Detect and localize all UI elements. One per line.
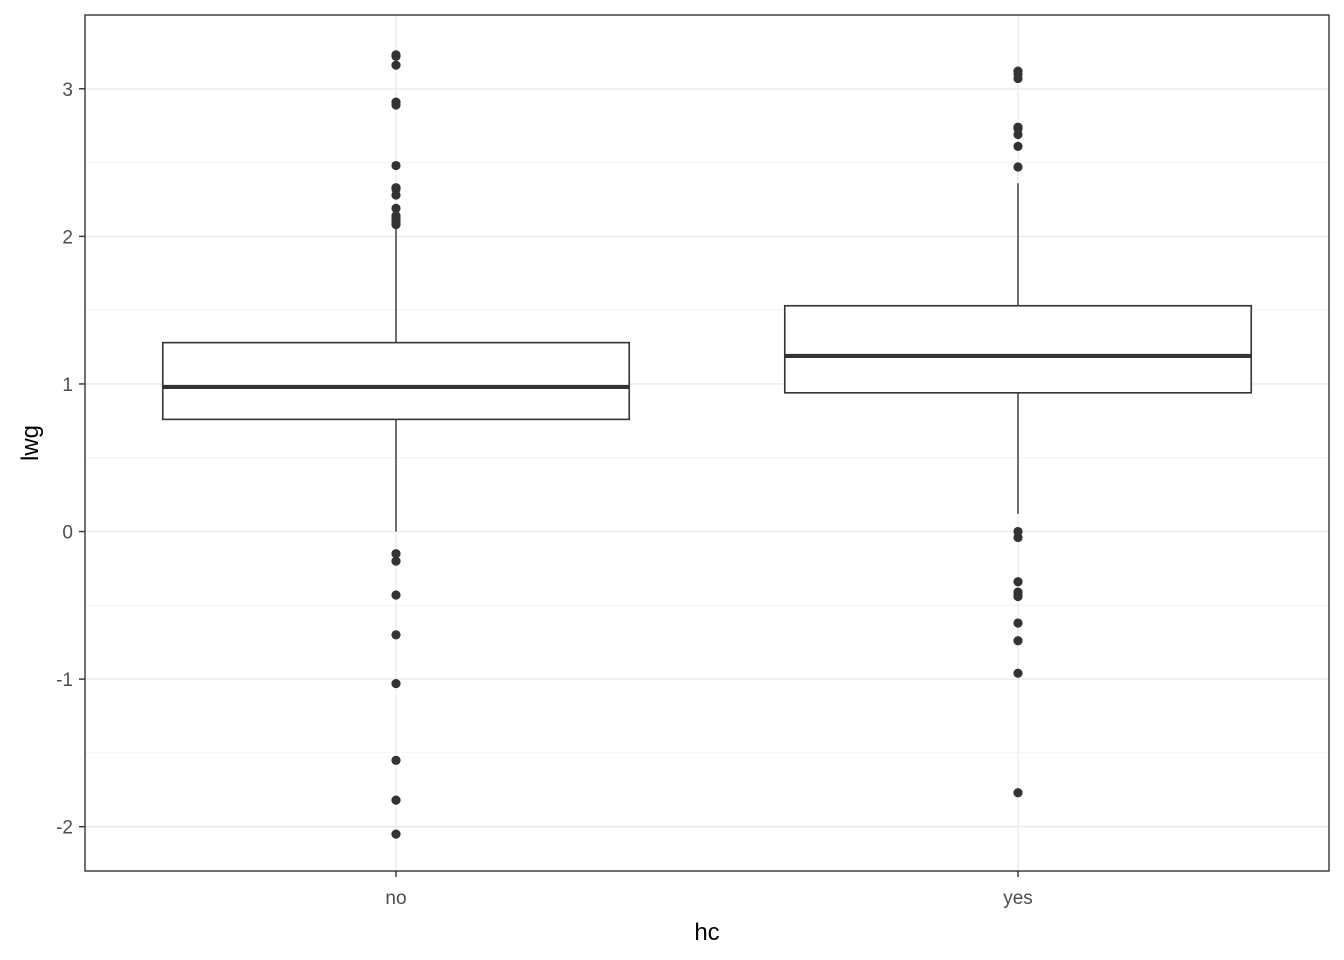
outlier-point [391, 678, 401, 689]
outlier-point [1013, 141, 1023, 151]
outlier-point [391, 51, 401, 61]
y-axis-title: lwg [17, 425, 44, 461]
outlier-point [1013, 618, 1023, 628]
outlier-point [1013, 788, 1023, 798]
x-axis-title: hc [694, 919, 719, 946]
outlier-point [1013, 129, 1023, 140]
box-no [161, 50, 631, 839]
panel-border [84, 14, 1330, 872]
outlier-point [391, 829, 401, 839]
x-tick-label: no [385, 888, 406, 909]
outlier-point [391, 219, 401, 230]
outlier-point [391, 590, 401, 600]
outlier-point [1013, 162, 1023, 172]
outlier-point [391, 203, 401, 213]
plot-background [85, 15, 1329, 871]
outlier-point [391, 60, 401, 70]
outlier-point [391, 795, 401, 805]
outlier-point [1013, 532, 1023, 543]
box-yes [783, 66, 1253, 798]
y-tick-label: -2 [56, 818, 73, 839]
outlier-point [391, 755, 401, 765]
outlier-point [1013, 577, 1023, 587]
axes-group: -2 -1 0 1 2 3 no yes [56, 80, 1033, 909]
outlier-point [391, 160, 401, 171]
y-tick-label: 3 [62, 80, 73, 101]
outlier-point [391, 549, 401, 559]
outlier-point [1013, 636, 1023, 646]
outlier-point [391, 556, 401, 566]
y-tick-label: 0 [62, 523, 73, 544]
y-tick-label: 1 [62, 375, 73, 396]
outlier-point [391, 100, 401, 110]
outlier-point [1013, 668, 1023, 678]
outlier-point [1013, 591, 1023, 602]
x-tick-label: yes [1003, 888, 1033, 909]
y-tick-label: 2 [62, 227, 73, 248]
box-iqr [783, 304, 1253, 394]
box-group [161, 50, 1253, 839]
outlier-point [391, 630, 401, 640]
outlier-point [1013, 73, 1023, 84]
box-iqr [161, 341, 631, 421]
outlier-point [391, 190, 401, 200]
y-tick-label: -1 [56, 670, 73, 691]
